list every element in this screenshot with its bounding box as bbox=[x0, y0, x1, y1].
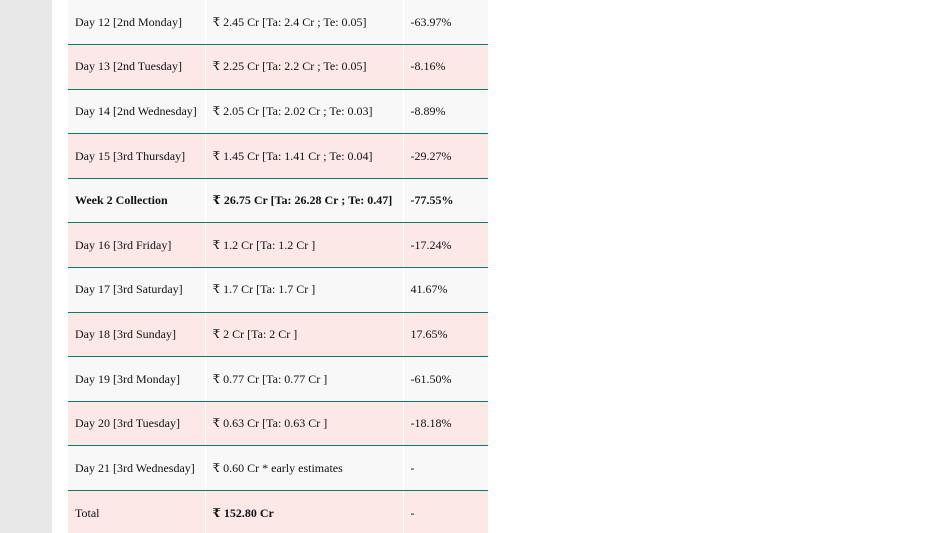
collection-cell: ₹ 1.45 Cr [Ta: 1.41 Cr ; Te: 0.04] bbox=[205, 133, 404, 179]
grand-total-row: Total ₹ 152.80 Cr - bbox=[68, 490, 488, 533]
collection-cell: ₹ 26.75 Cr [Ta: 26.28 Cr ; Te: 0.47] bbox=[205, 178, 404, 224]
collection-cell: ₹ 1.2 Cr [Ta: 1.2 Cr ] bbox=[205, 222, 404, 269]
collection-cell: ₹ 0.77 Cr [Ta: 0.77 Cr ] bbox=[205, 356, 404, 402]
day-cell: Day 20 [3rd Tuesday] bbox=[68, 401, 206, 447]
change-cell: -61.50% bbox=[403, 356, 488, 402]
collection-table-container: Day 12 [2nd Monday] ₹ 2.45 Cr [Ta: 2.4 C… bbox=[68, 0, 488, 533]
table-row: Day 16 [3rd Friday] ₹ 1.2 Cr [Ta: 1.2 Cr… bbox=[68, 222, 488, 269]
day-cell: Day 19 [3rd Monday] bbox=[68, 356, 206, 402]
table-row: Day 12 [2nd Monday] ₹ 2.45 Cr [Ta: 2.4 C… bbox=[68, 0, 488, 46]
change-cell: -63.97% bbox=[403, 0, 488, 46]
collection-cell: ₹ 2.05 Cr [Ta: 2.02 Cr ; Te: 0.03] bbox=[205, 89, 404, 135]
change-cell: 17.65% bbox=[403, 312, 488, 358]
day-cell: Day 12 [2nd Monday] bbox=[68, 0, 206, 46]
change-cell: 41.67% bbox=[403, 267, 488, 313]
change-cell: -29.27% bbox=[403, 133, 488, 179]
box-office-collection-table: Day 12 [2nd Monday] ₹ 2.45 Cr [Ta: 2.4 C… bbox=[68, 0, 488, 533]
day-cell: Day 17 [3rd Saturday] bbox=[68, 267, 206, 313]
table-row: Day 18 [3rd Sunday] ₹ 2 Cr [Ta: 2 Cr ] 1… bbox=[68, 312, 488, 358]
left-margin bbox=[0, 0, 52, 533]
change-cell: -17.24% bbox=[403, 222, 488, 269]
collection-cell: ₹ 0.60 Cr * early estimates bbox=[205, 445, 404, 492]
collection-cell: ₹ 1.7 Cr [Ta: 1.7 Cr ] bbox=[205, 267, 404, 313]
day-cell: Day 14 [2nd Wednesday] bbox=[68, 89, 206, 135]
week-total-row: Week 2 Collection ₹ 26.75 Cr [Ta: 26.28 … bbox=[68, 178, 488, 224]
change-cell: -8.16% bbox=[403, 44, 488, 90]
collection-cell: ₹ 0.63 Cr [Ta: 0.63 Cr ] bbox=[205, 401, 404, 447]
table-row: Day 19 [3rd Monday] ₹ 0.77 Cr [Ta: 0.77 … bbox=[68, 356, 488, 402]
day-cell: Day 21 [3rd Wednesday] bbox=[68, 445, 206, 492]
day-cell: Week 2 Collection bbox=[68, 178, 206, 224]
collection-cell: ₹ 152.80 Cr bbox=[205, 490, 404, 533]
table-row: Day 17 [3rd Saturday] ₹ 1.7 Cr [Ta: 1.7 … bbox=[68, 267, 488, 313]
collection-cell: ₹ 2 Cr [Ta: 2 Cr ] bbox=[205, 312, 404, 358]
day-cell: Day 16 [3rd Friday] bbox=[68, 222, 206, 269]
table-row: Day 20 [3rd Tuesday] ₹ 0.63 Cr [Ta: 0.63… bbox=[68, 401, 488, 447]
collection-cell: ₹ 2.25 Cr [Ta: 2.2 Cr ; Te: 0.05] bbox=[205, 44, 404, 90]
day-cell: Day 13 [2nd Tuesday] bbox=[68, 44, 206, 90]
day-cell: Day 18 [3rd Sunday] bbox=[68, 312, 206, 358]
collection-cell: ₹ 2.45 Cr [Ta: 2.4 Cr ; Te: 0.05] bbox=[205, 0, 404, 46]
change-cell: -8.89% bbox=[403, 89, 488, 135]
table-row: Day 15 [3rd Thursday] ₹ 1.45 Cr [Ta: 1.4… bbox=[68, 133, 488, 179]
table-row: Day 14 [2nd Wednesday] ₹ 2.05 Cr [Ta: 2.… bbox=[68, 89, 488, 135]
change-cell: -77.55% bbox=[403, 178, 488, 224]
change-cell: -18.18% bbox=[403, 401, 488, 447]
table-row: Day 13 [2nd Tuesday] ₹ 2.25 Cr [Ta: 2.2 … bbox=[68, 44, 488, 90]
change-cell: - bbox=[403, 490, 488, 533]
day-cell: Day 15 [3rd Thursday] bbox=[68, 133, 206, 179]
change-cell: - bbox=[403, 445, 488, 492]
table-row: Day 21 [3rd Wednesday] ₹ 0.60 Cr * early… bbox=[68, 445, 488, 492]
day-cell: Total bbox=[68, 490, 206, 533]
